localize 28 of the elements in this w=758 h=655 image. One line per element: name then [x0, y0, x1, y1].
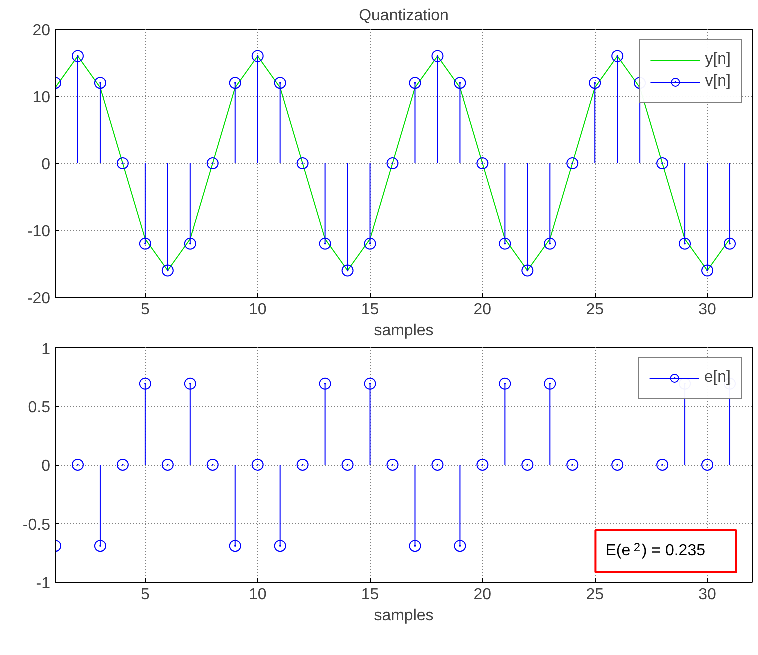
y-tick-label: 0.5 — [28, 399, 51, 416]
x-tick-label: 10 — [248, 302, 267, 318]
y-tick-label: 0 — [42, 156, 51, 174]
x-tick-label: 20 — [474, 586, 492, 604]
x-tick-label: 5 — [140, 586, 150, 604]
y-tick-label: 0 — [42, 458, 51, 475]
x-tick-label: 20 — [474, 302, 492, 318]
x-axis-title: samples — [374, 608, 434, 624]
y-tick-label: -1 — [36, 576, 51, 592]
legend-label: e[n] — [704, 369, 731, 387]
x-tick-label: 25 — [586, 302, 604, 318]
y-tick-label: 20 — [32, 22, 51, 40]
x-tick-label: 5 — [140, 302, 150, 318]
x-tick-label: 30 — [698, 302, 717, 318]
x-tick-label: 10 — [248, 586, 267, 604]
legend-label: y[n] — [705, 51, 731, 69]
x-axis-title: samples — [374, 322, 434, 340]
y-tick-label: 10 — [32, 90, 51, 106]
chart-title: Quantization — [359, 8, 449, 24]
legend-label: v[n] — [705, 73, 731, 91]
x-tick-label: 25 — [586, 586, 604, 604]
y-tick-label: -20 — [27, 290, 51, 308]
x-tick-label: 30 — [698, 586, 717, 604]
y-tick-label: -10 — [27, 224, 51, 240]
y-tick-label: -0.5 — [22, 516, 51, 534]
x-tick-label: 15 — [361, 586, 380, 604]
x-tick-label: 15 — [361, 302, 380, 318]
y-tick-label: 1 — [42, 342, 51, 358]
